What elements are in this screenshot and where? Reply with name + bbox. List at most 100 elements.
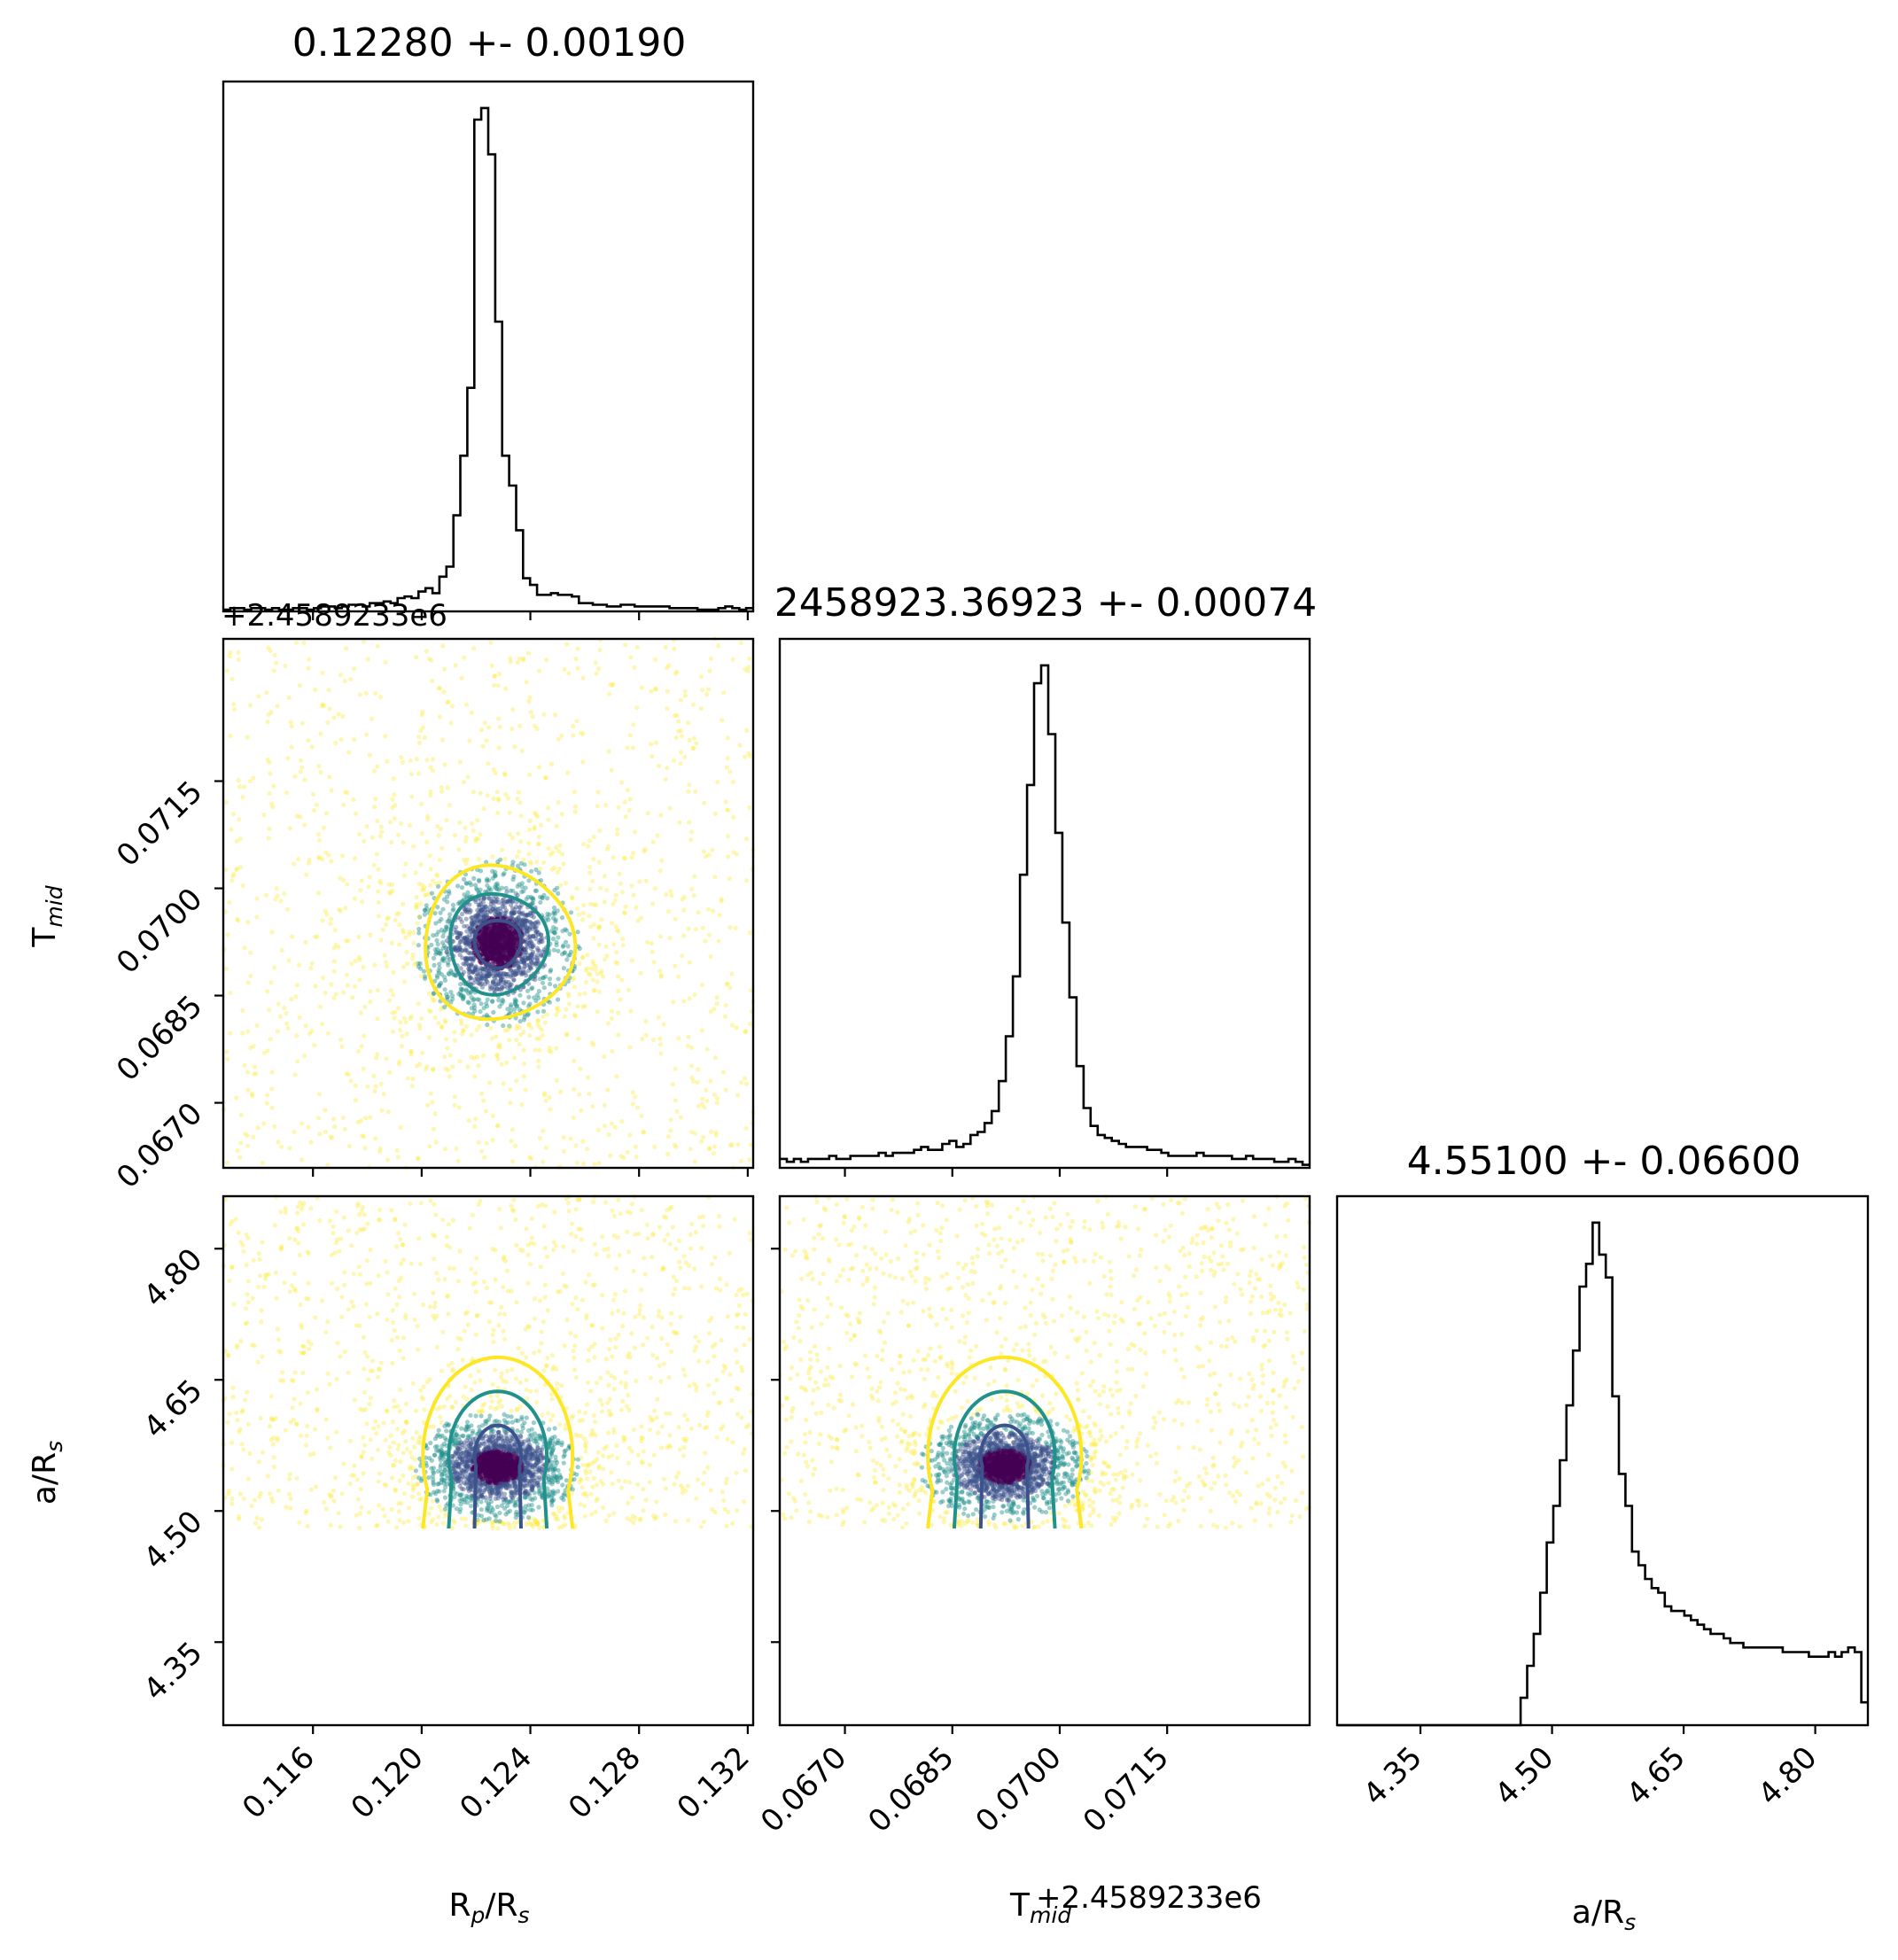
sample-point — [604, 846, 611, 852]
sample-point — [490, 1381, 495, 1388]
sample-point — [510, 970, 516, 976]
sample-point — [389, 1208, 394, 1213]
sample-point — [494, 1393, 500, 1398]
sample-point — [284, 790, 289, 796]
sample-point — [469, 938, 474, 944]
sample-point — [547, 912, 552, 917]
sample-point — [381, 1092, 386, 1097]
sample-point — [478, 868, 484, 874]
sample-point — [251, 1043, 256, 1048]
sample-point — [621, 1311, 626, 1316]
sample-point — [436, 686, 441, 691]
sample-point — [577, 945, 582, 952]
sample-point — [514, 1038, 519, 1043]
sample-point — [517, 905, 523, 911]
sample-point — [659, 858, 665, 863]
sample-point — [399, 821, 404, 827]
sample-point — [686, 720, 691, 726]
sample-point — [451, 972, 456, 977]
sample-point — [515, 1023, 520, 1029]
sample-point — [679, 750, 684, 755]
sample-point — [650, 839, 656, 844]
sample-point — [445, 927, 450, 932]
sample-point — [478, 832, 483, 837]
sample-point — [478, 727, 485, 733]
sample-point — [414, 902, 419, 907]
sample-point — [362, 639, 367, 644]
sample-point — [241, 1248, 246, 1254]
sample-point — [489, 1399, 494, 1404]
sample-point — [331, 715, 337, 720]
sample-point — [387, 890, 393, 895]
sample-point — [401, 873, 407, 878]
sample-point — [416, 1515, 422, 1521]
sample-point — [527, 910, 533, 915]
sample-point — [435, 905, 440, 910]
sample-point — [634, 705, 640, 711]
sample-point — [623, 642, 628, 648]
sample-point — [619, 1119, 625, 1124]
sample-point — [313, 687, 318, 693]
sample-point — [521, 961, 526, 966]
sample-point — [522, 1015, 527, 1020]
sample-point — [478, 1148, 485, 1154]
sample-point — [743, 754, 748, 759]
sample-point — [414, 756, 419, 762]
sample-point — [606, 1382, 611, 1388]
sample-point — [255, 1125, 261, 1131]
sample-point — [571, 1248, 576, 1254]
sample-point — [661, 1361, 666, 1366]
sample-point — [321, 825, 326, 831]
sample-point — [265, 1048, 270, 1054]
sample-point — [492, 673, 497, 680]
sample-point — [522, 947, 527, 953]
sample-point — [338, 908, 343, 914]
sample-point — [553, 917, 558, 922]
sample-point — [469, 1266, 474, 1272]
sample-point — [653, 657, 658, 662]
sample-point — [286, 1476, 292, 1482]
sample-point — [449, 704, 455, 709]
sample-point — [530, 944, 535, 949]
sample-point — [323, 1129, 328, 1134]
sample-point — [550, 925, 556, 930]
sample-point — [461, 1028, 466, 1033]
sample-point — [590, 977, 595, 983]
sample-point — [552, 911, 558, 916]
sample-point — [484, 913, 489, 919]
sample-point — [629, 855, 634, 860]
sample-point — [509, 910, 515, 915]
sample-point — [563, 1427, 568, 1432]
sample-point — [461, 961, 466, 967]
sample-point — [436, 968, 441, 974]
sample-point — [561, 1148, 567, 1154]
sample-point — [418, 862, 424, 867]
sample-point — [490, 999, 495, 1004]
sample-point — [704, 1087, 709, 1093]
sample-point — [556, 1008, 561, 1014]
sample-point — [224, 668, 229, 673]
sample-point — [658, 972, 664, 978]
sample-point — [499, 1304, 504, 1310]
title-ars: 4.55100 +- 0.06600 — [1407, 1139, 1801, 1184]
sample-point — [693, 927, 699, 932]
sample-point — [507, 1023, 512, 1029]
sample-point — [503, 971, 510, 977]
sample-point — [595, 804, 601, 809]
sample-point — [476, 856, 482, 862]
sample-point — [603, 1124, 608, 1129]
sample-point — [294, 1033, 299, 1038]
sample-point — [515, 883, 520, 889]
sample-point — [254, 1023, 260, 1028]
sample-point — [415, 921, 420, 926]
sample-point — [502, 1336, 508, 1342]
sample-point — [545, 1356, 550, 1361]
sample-point — [439, 643, 446, 649]
sample-point — [519, 884, 525, 890]
sample-point — [501, 915, 506, 921]
sample-point — [691, 893, 696, 898]
sample-point — [436, 950, 441, 955]
sample-point — [342, 789, 348, 795]
sample-point — [319, 703, 324, 709]
sample-point — [586, 971, 592, 976]
